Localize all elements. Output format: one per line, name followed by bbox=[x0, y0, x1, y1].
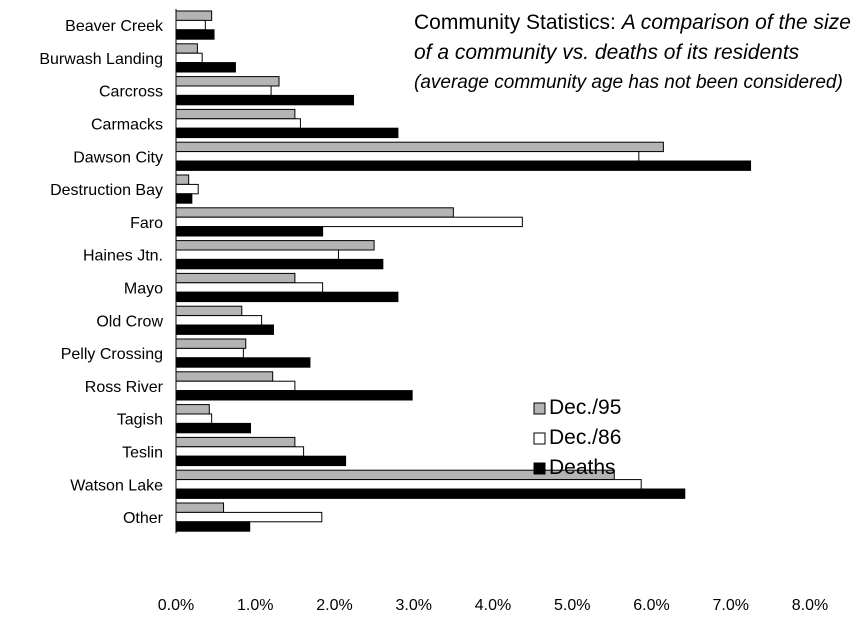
category-label-haines-jtn: Haines Jtn. bbox=[83, 248, 163, 265]
chart-note: (average community age has not been cons… bbox=[414, 70, 843, 93]
bar-tagish-dec-86 bbox=[175, 413, 213, 424]
bar-burwash-landing-dec-86 bbox=[175, 52, 203, 64]
bar-haines-jtn-dec-95 bbox=[175, 240, 375, 251]
bar-haines-jtn-deaths bbox=[175, 258, 384, 270]
chart-title: Community Statistics: bbox=[414, 11, 616, 34]
bar-faro-deaths bbox=[175, 226, 324, 237]
category-label-ross-river: Ross River bbox=[85, 379, 164, 396]
legend-label-dec-95: Dec./95 bbox=[549, 396, 621, 419]
bar-faro-dec-95 bbox=[175, 207, 454, 218]
bar-dawson-city-dec-86 bbox=[175, 151, 640, 162]
bar-ross-river-dec-86 bbox=[175, 380, 296, 392]
bar-ross-river-deaths bbox=[175, 390, 413, 401]
x-tick-label: 3.0% bbox=[396, 597, 432, 614]
legend-swatch-dec-86 bbox=[533, 432, 546, 445]
category-label-mayo: Mayo bbox=[124, 281, 163, 298]
bar-destruction-bay-deaths bbox=[175, 193, 193, 204]
legend-label-dec-86: Dec./86 bbox=[549, 426, 621, 449]
bar-carmacks-deaths bbox=[175, 127, 399, 139]
bar-old-crow-deaths bbox=[175, 324, 274, 335]
bar-destruction-bay-dec-95 bbox=[175, 174, 190, 185]
bar-pelly-crossing-deaths bbox=[175, 357, 311, 368]
category-label-pelly-crossing: Pelly Crossing bbox=[61, 346, 163, 363]
bar-teslin-deaths bbox=[175, 455, 347, 467]
bar-tagish-deaths bbox=[175, 422, 251, 434]
bar-carmacks-dec-95 bbox=[175, 108, 296, 120]
category-label-destruction-bay: Destruction Bay bbox=[50, 182, 163, 199]
category-label-carmacks: Carmacks bbox=[91, 117, 163, 134]
bar-other-deaths bbox=[175, 521, 251, 532]
legend: Dec./95 Dec./86 Deaths bbox=[533, 396, 621, 479]
bar-mayo-dec-86 bbox=[175, 282, 324, 293]
bar-teslin-dec-95 bbox=[175, 436, 296, 448]
x-tick-label: 0.0% bbox=[158, 597, 194, 614]
x-tick-label: 6.0% bbox=[633, 597, 669, 614]
category-labels: Beaver Creek Burwash Landing Carcross Carma… bbox=[39, 18, 164, 527]
bar-destruction-bay-dec-86 bbox=[175, 183, 199, 195]
bar-carcross-dec-86 bbox=[175, 85, 272, 96]
category-label-carcross: Carcross bbox=[99, 84, 163, 101]
x-tick-labels: 0.0% 1.0% 2.0% 3.0% 4.0% 5.0% 6.0% 7.0% 8.0% bbox=[158, 597, 828, 614]
bar-carcross-deaths bbox=[175, 94, 355, 106]
x-tick-label: 4.0% bbox=[475, 597, 511, 614]
bar-ross-river-dec-95 bbox=[175, 371, 274, 382]
x-tick-label: 2.0% bbox=[316, 597, 352, 614]
bars-group bbox=[175, 10, 752, 532]
category-label-teslin: Teslin bbox=[122, 445, 163, 462]
chart-subtitle: A comparison of the size of a community … bbox=[414, 11, 851, 64]
chart-title-block: Community Statistics: A comparison of th… bbox=[414, 8, 864, 98]
bar-pelly-crossing-dec-86 bbox=[175, 347, 244, 359]
bar-mayo-dec-95 bbox=[175, 272, 296, 284]
bar-dawson-city-deaths bbox=[175, 160, 752, 171]
chart-note-text: (average community age has not been cons… bbox=[414, 72, 843, 93]
x-tick-label: 8.0% bbox=[792, 597, 828, 614]
bar-pelly-crossing-dec-95 bbox=[175, 338, 247, 349]
bar-watson-lake-deaths bbox=[175, 488, 686, 499]
bar-tagish-dec-95 bbox=[175, 404, 210, 415]
category-label-other: Other bbox=[123, 510, 164, 527]
bar-other-dec-95 bbox=[175, 502, 225, 513]
bar-watson-lake-dec-86 bbox=[175, 479, 642, 490]
category-label-faro: Faro bbox=[130, 215, 163, 232]
x-tick-label: 7.0% bbox=[713, 597, 749, 614]
bar-teslin-dec-86 bbox=[175, 446, 305, 457]
bar-burwash-landing-deaths bbox=[175, 62, 236, 73]
bar-old-crow-dec-95 bbox=[175, 305, 243, 317]
legend-swatch-deaths bbox=[533, 462, 546, 475]
bar-beaver-creek-dec-95 bbox=[175, 10, 213, 21]
category-label-burwash-landing: Burwash Landing bbox=[39, 51, 163, 68]
bar-mayo-deaths bbox=[175, 291, 399, 303]
bar-dawson-city-dec-95 bbox=[175, 141, 664, 153]
bar-burwash-landing-dec-95 bbox=[175, 43, 198, 54]
category-label-beaver-creek: Beaver Creek bbox=[65, 18, 164, 35]
category-label-dawson-city: Dawson City bbox=[73, 149, 163, 166]
category-label-tagish: Tagish bbox=[117, 412, 163, 429]
x-tick-label: 5.0% bbox=[554, 597, 590, 614]
x-tick-label: 1.0% bbox=[237, 597, 273, 614]
legend-swatch-dec-95 bbox=[533, 402, 546, 415]
bar-carmacks-dec-86 bbox=[175, 118, 301, 129]
category-label-watson-lake: Watson Lake bbox=[70, 477, 163, 494]
bar-beaver-creek-dec-86 bbox=[175, 19, 206, 31]
bar-haines-jtn-dec-86 bbox=[175, 249, 339, 260]
category-label-old-crow: Old Crow bbox=[96, 313, 163, 330]
bar-faro-dec-86 bbox=[175, 216, 523, 228]
bar-other-dec-86 bbox=[175, 511, 323, 523]
bar-old-crow-dec-86 bbox=[175, 315, 263, 326]
bar-carcross-dec-95 bbox=[175, 76, 280, 87]
legend-label-deaths: Deaths bbox=[549, 456, 616, 479]
bar-beaver-creek-deaths bbox=[175, 29, 215, 40]
